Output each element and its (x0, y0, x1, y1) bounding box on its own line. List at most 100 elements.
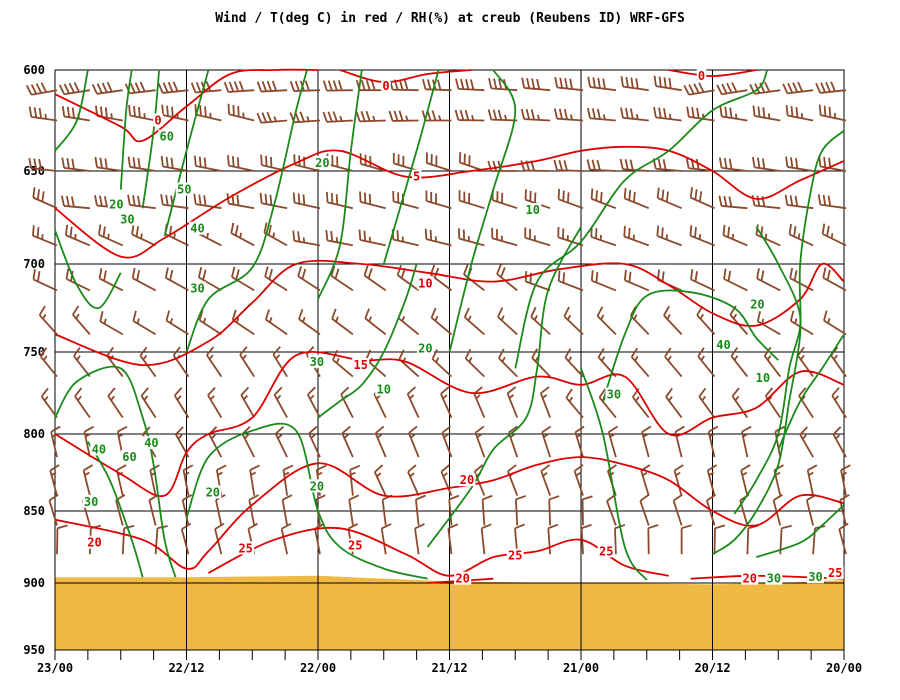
wind-barb (98, 268, 124, 292)
wind-barb (839, 494, 850, 526)
rh-contour-line (580, 368, 648, 581)
rh-contour-label: 20 (750, 297, 764, 311)
wind-barb (99, 311, 124, 336)
wind-barb (206, 346, 223, 378)
y-tick-label: 900 (23, 576, 45, 590)
wind-barb (74, 387, 91, 419)
contour-label-bg (754, 371, 772, 385)
wind-barb (128, 105, 156, 122)
wind-barb (458, 152, 485, 172)
wind-barb (481, 494, 493, 526)
rh-contour-line (317, 263, 418, 419)
rh-contour-line (87, 441, 144, 578)
wind-barb (818, 104, 847, 122)
wind-barb (664, 347, 683, 378)
wind-barb (440, 464, 453, 496)
wind-barb (521, 77, 551, 92)
rh-contour-label: 30 (120, 212, 134, 226)
wind-barb (32, 187, 58, 210)
wind-barb (632, 388, 650, 419)
temperature-contour-label: 15 (354, 358, 368, 372)
temperature-contour-label: 5 (413, 170, 420, 184)
wind-barb (264, 266, 288, 292)
wind-barb (623, 226, 650, 247)
wind-barb (507, 464, 519, 496)
wind-barb (815, 81, 847, 94)
wind-barb (240, 386, 256, 419)
wind-barb (173, 387, 190, 419)
rh-contour-label: 20 (206, 486, 220, 500)
temperature-contour-line (54, 145, 845, 259)
wind-barb (306, 386, 321, 419)
wind-barb (641, 425, 652, 458)
contour-label-bg (375, 382, 393, 396)
wind-barb (514, 495, 527, 526)
wind-barb (832, 426, 847, 458)
contour-label-bg (142, 436, 160, 450)
rh-contour-line (54, 365, 177, 578)
wind-barb (707, 425, 719, 458)
rh-contour-line (185, 422, 428, 580)
temperature-contour-label: 25 (238, 541, 252, 555)
contour-label-bg (416, 341, 434, 355)
wind-barb (752, 156, 781, 172)
wind-barb (227, 155, 255, 172)
rh-contour-line (777, 333, 845, 450)
contour-label-bg (741, 571, 759, 585)
wind-barb (719, 105, 748, 122)
wind-barb (325, 191, 354, 210)
contour-label-bg (82, 494, 100, 508)
wind-barb (653, 106, 682, 122)
wind-barb (463, 307, 485, 336)
wind-barb (50, 425, 61, 458)
wind-barb (164, 223, 189, 247)
wind-barb (355, 110, 386, 123)
wind-barb (73, 347, 91, 378)
wind-barb (821, 223, 847, 247)
wind-barb (282, 464, 294, 496)
wind-barb (563, 306, 584, 336)
wind-barb (752, 105, 781, 122)
wind-barb (531, 348, 551, 378)
rh-contour-line (382, 69, 440, 265)
wind-barb (665, 387, 683, 419)
wind-barb (596, 306, 617, 336)
wind-barb (164, 267, 189, 292)
wind-barb (193, 193, 222, 210)
wind-barb (647, 524, 659, 555)
wind-barb (652, 158, 682, 172)
wind-barb (686, 106, 715, 122)
wind-barb (716, 82, 748, 96)
contour-label-bg (175, 182, 193, 196)
wind-barb (507, 425, 519, 458)
x-tick-label: 22/00 (300, 661, 336, 675)
wind-barb (763, 346, 781, 378)
wind-barb (441, 425, 453, 458)
wind-barb (132, 310, 157, 336)
wind-barb (496, 264, 518, 292)
contour-label-bg (748, 297, 766, 311)
wind-barb (506, 386, 519, 418)
wind-barb (448, 494, 460, 526)
wind-barb (656, 187, 682, 210)
temperature-contour-label: 10 (418, 276, 432, 290)
wind-barb (421, 78, 452, 92)
rh-contour-label: 30 (310, 355, 324, 369)
wind-barb (455, 78, 485, 92)
wind-barb (586, 107, 616, 122)
wind-barb (539, 386, 551, 418)
wind-barb (414, 523, 425, 555)
wind-barb (381, 494, 393, 526)
wind-barb (198, 309, 222, 336)
rh-contour-label: 10 (756, 371, 770, 385)
contour-label-bg (381, 79, 391, 93)
wind-barb (831, 387, 847, 419)
wind-barb (28, 106, 58, 122)
wind-barb (697, 347, 716, 378)
wind-barb (706, 493, 717, 526)
rh-contour-label: 10 (377, 383, 391, 397)
wind-barb (248, 494, 259, 526)
wind-barb (741, 425, 752, 458)
chart-title: Wind / T(deg C) in red / RH(%) at creub … (215, 11, 685, 26)
wind-barb (581, 495, 593, 526)
